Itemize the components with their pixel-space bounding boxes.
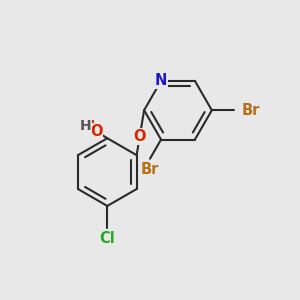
Text: N: N	[155, 74, 167, 88]
Text: O: O	[90, 124, 102, 139]
Text: Cl: Cl	[99, 231, 115, 246]
Text: O: O	[134, 129, 146, 144]
Text: H: H	[82, 120, 94, 135]
Text: H: H	[80, 119, 92, 133]
Text: Br: Br	[241, 103, 260, 118]
Text: Br: Br	[141, 162, 159, 177]
